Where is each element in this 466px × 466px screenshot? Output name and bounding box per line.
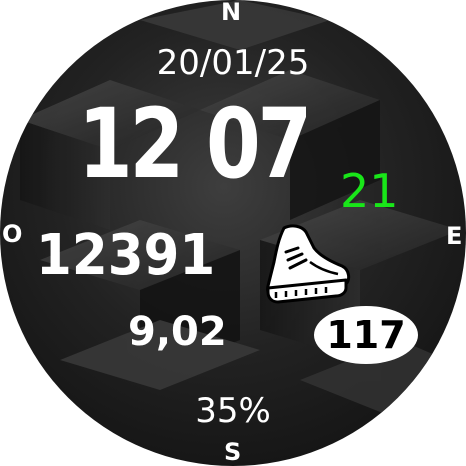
heart-rate-badge: [314, 306, 418, 364]
compass-east: E: [446, 222, 463, 250]
heart-rate-value: 117: [326, 313, 406, 357]
compass-south: S: [224, 438, 242, 466]
compass-north: N: [221, 0, 242, 26]
time-hours: 12: [78, 88, 184, 200]
battery-percent: 35%: [195, 391, 271, 431]
time-minutes: 07: [206, 88, 312, 200]
date: 20/01/25: [156, 43, 310, 83]
compass-west: O: [2, 220, 23, 248]
running-shoe-icon: [266, 224, 351, 304]
distance-value: 9,02: [128, 309, 227, 355]
steps-count: 12391: [36, 223, 216, 288]
time-seconds: 21: [340, 164, 399, 218]
